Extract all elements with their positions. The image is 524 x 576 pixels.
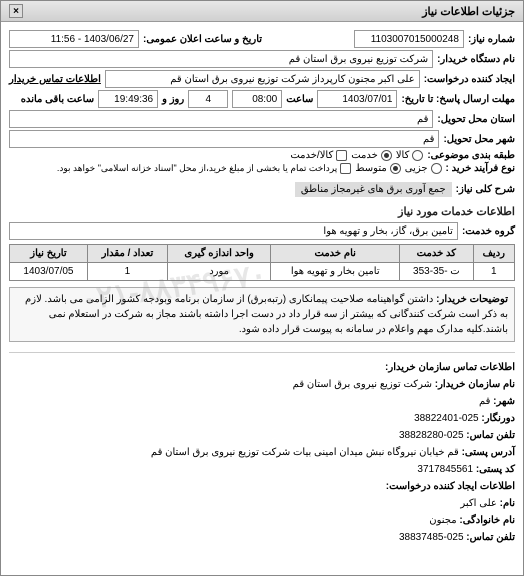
window-title: جزئیات اطلاعات نیاز	[422, 5, 515, 18]
td-2: تامین بخار و تهویه هوا	[271, 263, 400, 281]
opt-both: کالا/خدمت	[290, 150, 333, 161]
th-4: تعداد / مقدار	[87, 245, 167, 263]
addr-value: قم خیابان نیروگاه نبش میدان امینی بیات ش…	[151, 447, 459, 458]
th-1: کد خدمت	[400, 245, 473, 263]
name-value: علی اکبر	[460, 498, 496, 509]
group-label: گروه خدمت:	[462, 226, 515, 237]
contact-link[interactable]: اطلاعات تماس خریدار	[9, 74, 101, 85]
table-header-row: ردیف کد خدمت نام خدمت واحد اندازه گیری ت…	[10, 245, 515, 263]
check-both[interactable]	[336, 150, 347, 161]
radio-partial[interactable]	[431, 163, 442, 174]
deadline-time-field: 08:00	[232, 90, 282, 108]
remain-time-field: 19:49:36	[98, 90, 158, 108]
opt-service: خدمت	[351, 150, 378, 161]
th-2: نام خدمت	[271, 245, 400, 263]
buyer-field: شرکت توزیع نیروی برق استان قم	[9, 50, 433, 68]
need-title-label: شرح کلی نیاز:	[456, 184, 515, 195]
org-value: شرکت توزیع نیروی برق استان قم	[293, 379, 432, 390]
days-label: روز و	[162, 94, 184, 105]
purchase-note: پرداخت تمام یا بخشی از مبلغ خرید،از محل …	[57, 163, 337, 174]
close-icon[interactable]: ×	[9, 4, 23, 18]
delivery-prov-label: استان محل تحویل:	[437, 114, 515, 125]
city-label: شهر:	[493, 396, 515, 407]
td-0: 1	[473, 263, 514, 281]
reqno-field: 1103007015000248	[354, 30, 464, 48]
table-row: 1 ت -35-353 تامین بخار و تهویه هوا مورد …	[10, 263, 515, 281]
delivery-city-field: قم	[9, 130, 439, 148]
creator-section-title: اطلاعات ایجاد کننده درخواست:	[386, 481, 515, 492]
services-table: ردیف کد خدمت نام خدمت واحد اندازه گیری ت…	[9, 244, 515, 281]
titlebar: جزئیات اطلاعات نیاز ×	[1, 1, 523, 22]
td-3: مورد	[167, 263, 270, 281]
remain-label: ساعت باقی مانده	[21, 94, 94, 105]
addr-label: آدرس پستی:	[462, 447, 515, 458]
contacts-section-title: اطلاعات تماس سازمان خریدار:	[385, 362, 515, 373]
contacts-block: اطلاعات تماس سازمان خریدار: نام سازمان خ…	[9, 352, 515, 546]
opt-goods: کالا	[396, 150, 410, 161]
org-label: نام سازمان خریدار:	[435, 379, 515, 390]
lastname-label: نام خانوادگی:	[459, 515, 515, 526]
reqno-label: شماره نیاز:	[468, 34, 515, 45]
tel-value: 025-38828280	[399, 430, 464, 441]
radio-goods[interactable]	[412, 150, 423, 161]
requester-field: علی اکبر مجنون کارپرداز شرکت توزیع نیروی…	[105, 70, 420, 88]
requester-label: ایجاد کننده درخواست:	[424, 74, 515, 85]
phone-label: تلفن تماس:	[466, 532, 515, 543]
details-window: جزئیات اطلاعات نیاز × شماره نیاز: 110300…	[0, 0, 524, 576]
name-label: نام:	[500, 498, 515, 509]
th-5: تاریخ نیاز	[10, 245, 88, 263]
description-block: توضیحات خریدار: داشتن گواهینامه صلاحیت پ…	[9, 287, 515, 342]
announce-field: 1403/06/27 - 11:56	[9, 30, 139, 48]
announce-label: تاریخ و ساعت اعلان عمومی:	[143, 34, 262, 45]
phone-value: 025-38837485	[399, 532, 464, 543]
opt-medium: متوسط	[355, 163, 386, 174]
td-1: ت -35-353	[400, 263, 473, 281]
tel-label: تلفن تماس:	[466, 430, 515, 441]
city-value: قم	[479, 396, 490, 407]
post-value: 3717845561	[417, 464, 473, 475]
radio-service[interactable]	[381, 150, 392, 161]
th-3: واحد اندازه گیری	[167, 245, 270, 263]
time-label-1: ساعت	[286, 94, 313, 105]
post-label: کد پستی:	[476, 464, 515, 475]
need-title: جمع آوری برق های غیرمجاز مناطق	[295, 182, 452, 197]
buyer-label: نام دستگاه خریدار:	[437, 54, 515, 65]
purchase-type-label: نوع فرآیند خرید :	[446, 163, 515, 174]
group-field: تامین برق، گاز، بخار و تهویه هوا	[9, 222, 458, 240]
radio-medium[interactable]	[390, 163, 401, 174]
deadline-date-field: 1403/07/01	[317, 90, 397, 108]
th-0: ردیف	[473, 245, 514, 263]
days-field: 4	[188, 90, 228, 108]
content-area: شماره نیاز: 1103007015000248 تاریخ و ساع…	[1, 22, 523, 575]
subject-group-label: طبقه بندی موضوعی:	[427, 150, 515, 161]
deadline-label: مهلت ارسال پاسخ: تا تاریخ:	[401, 94, 515, 105]
delivery-prov-field: قم	[9, 110, 433, 128]
fax-value: 025-38822401	[414, 413, 479, 424]
desc-label: توضیحات خریدار:	[436, 294, 508, 305]
fax-label: دورنگار:	[481, 413, 515, 424]
check-treasury[interactable]	[340, 163, 351, 174]
lastname-value: مجنون	[429, 515, 456, 526]
delivery-city-label: شهر محل تحویل:	[443, 134, 515, 145]
services-section-title: اطلاعات خدمات مورد نیاز	[9, 205, 515, 218]
td-4: 1	[87, 263, 167, 281]
opt-partial: جزیی	[405, 163, 428, 174]
td-5: 1403/07/05	[10, 263, 88, 281]
